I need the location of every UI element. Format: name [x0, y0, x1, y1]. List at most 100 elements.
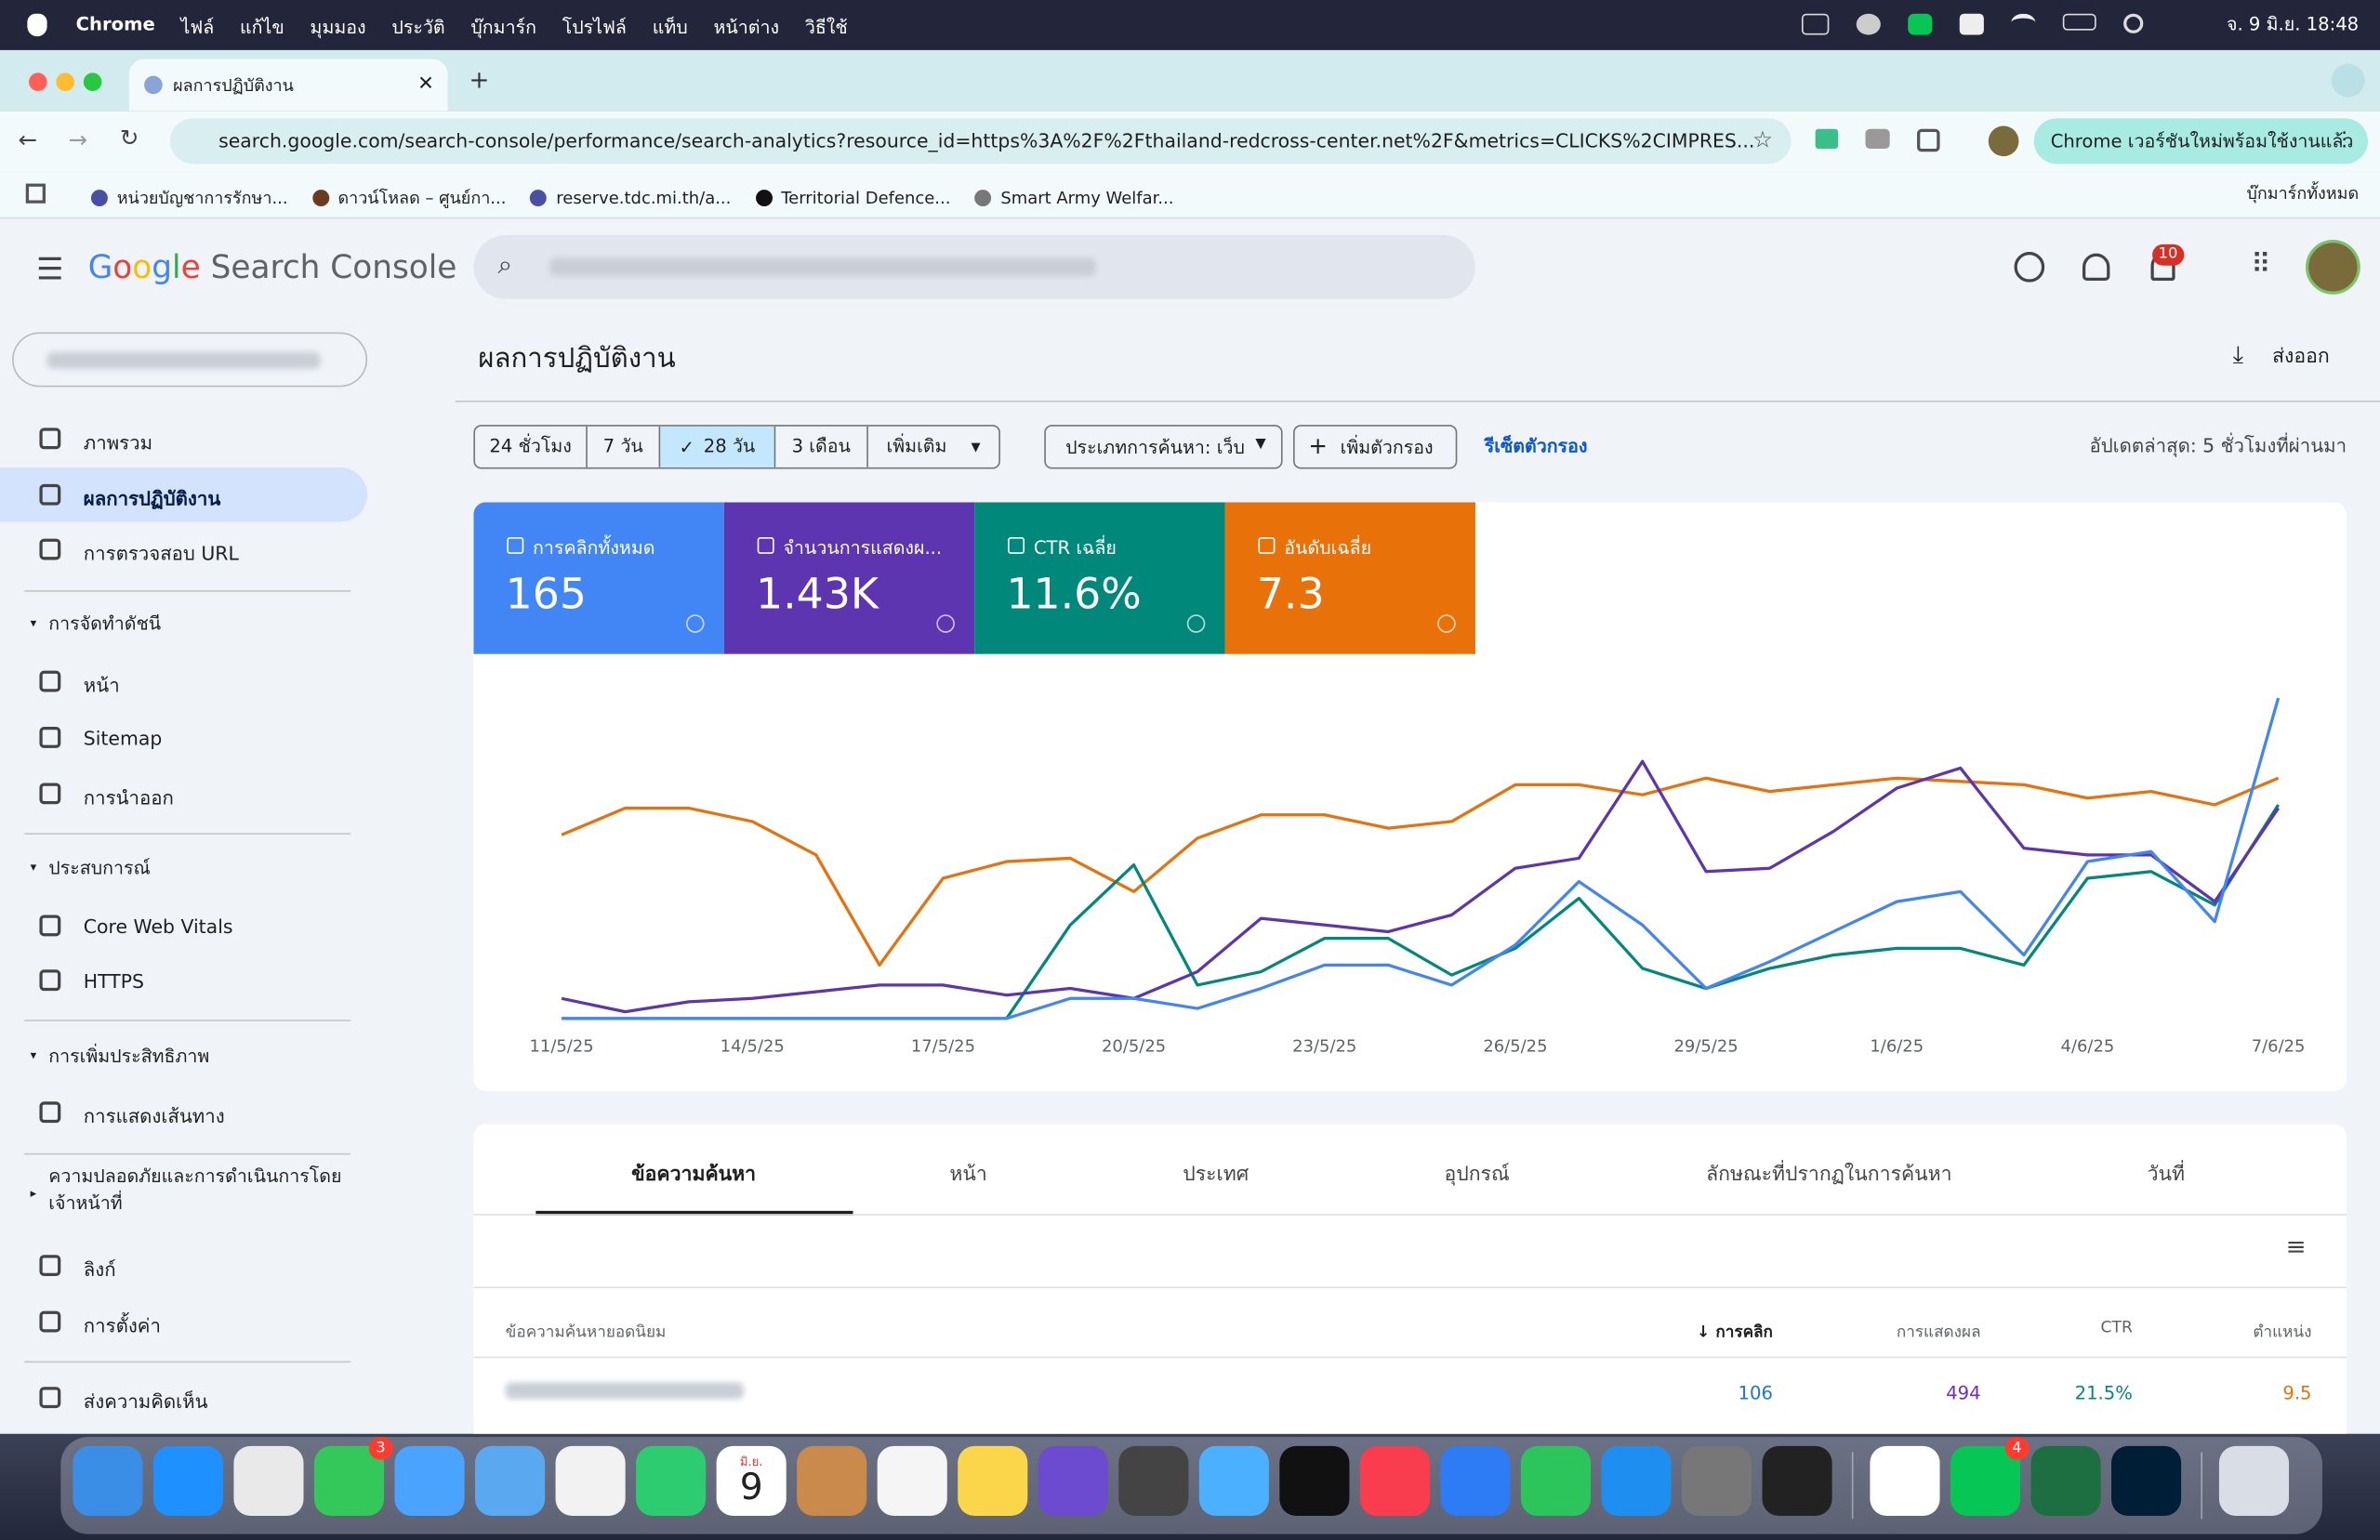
dimension-tab[interactable]: วันที่ — [2147, 1164, 2186, 1187]
dock-icon[interactable] — [1870, 1445, 1940, 1517]
dock-icon[interactable] — [1601, 1445, 1672, 1517]
metric-card[interactable]: อันดับเฉลี่ย 7.3 — [1224, 502, 1475, 654]
dimension-tab[interactable]: ลักษณะที่ปรากฏในการค้นหา — [1706, 1164, 1952, 1187]
search-type-chip[interactable]: ประเภทการค้นหา: เว็บ ▼ — [1044, 425, 1283, 469]
sidebar-item[interactable]: ส่งความคิดเห็น — [0, 1370, 367, 1425]
column-header[interactable]: ↓ การคลิก — [1696, 1323, 1773, 1342]
dock-icon[interactable] — [877, 1445, 947, 1517]
sidebar-item[interactable]: ภาพรวม — [0, 411, 367, 466]
menu-item[interactable]: Chrome — [75, 13, 155, 35]
dock-icon[interactable] — [1359, 1445, 1430, 1517]
column-header[interactable]: การแสดงผล — [1896, 1323, 1981, 1342]
close-window[interactable] — [29, 72, 47, 91]
dock-icon[interactable] — [1762, 1445, 1832, 1517]
export-button[interactable]: ส่งออก — [2272, 346, 2330, 369]
dock-icon[interactable] — [1038, 1445, 1108, 1517]
dock-icon[interactable] — [2030, 1445, 2101, 1517]
menu-dots[interactable]: ⋮ — [2334, 128, 2355, 152]
update-button[interactable]: Chrome เวอร์ชันใหม่พร้อมใช้งานแล้ว ⋮ — [2033, 118, 2368, 165]
sidebar-section[interactable]: ▾ การจัดทำดัชนี — [31, 610, 357, 637]
dock-icon[interactable] — [555, 1445, 626, 1517]
add-filter-chip[interactable]: + เพิ่มตัวกรอง — [1293, 425, 1458, 469]
bookmark[interactable]: ดาวน์โหลด – ศูนย์กา... — [311, 184, 506, 211]
zoom-window[interactable] — [83, 72, 102, 91]
sidebar-section[interactable]: ▾ ประสบการณ์ — [31, 854, 357, 881]
dock-icon[interactable] — [233, 1445, 304, 1517]
dock-icon[interactable] — [2218, 1445, 2290, 1517]
help-icon[interactable] — [2014, 252, 2045, 283]
dock-icon[interactable] — [1279, 1445, 1350, 1517]
sidebar-item[interactable]: การแสดงเส้นทาง — [0, 1085, 367, 1139]
menu-item[interactable]: บุ๊กมาร์ก — [470, 16, 536, 38]
column-header[interactable]: CTR — [2100, 1318, 2133, 1337]
dock-icon[interactable] — [1440, 1445, 1511, 1517]
omnibox[interactable]: search.google.com/search-console/perform… — [169, 118, 1792, 165]
sidebar-section[interactable]: ▾ การเพิ่มประสิทธิภาพ — [31, 1043, 357, 1070]
dock-icon[interactable]: 3 — [313, 1437, 393, 1517]
menu-item[interactable]: ไฟล์ — [180, 16, 215, 38]
range-option[interactable]: ✓ 28 วัน — [658, 426, 774, 467]
sidebar-item[interactable]: ผลการปฏิบัติงาน — [0, 467, 368, 522]
apps-shortcut[interactable] — [25, 183, 46, 204]
dock-icon[interactable] — [636, 1445, 707, 1517]
sidebar-section[interactable]: ▸ ความปลอดภัยและการดำเนินการโดยเจ้าหน้าที… — [31, 1165, 357, 1218]
bookmark[interactable]: reserve.tdc.mi.th/a... — [530, 184, 731, 211]
menu-item[interactable]: แก้ไข — [240, 16, 284, 38]
sidebar-item[interactable]: การตรวจสอบ URL — [0, 522, 367, 577]
dock-icon[interactable]: มิ.ย. 9 — [716, 1445, 787, 1517]
minimize-window[interactable] — [56, 72, 74, 91]
apple-logo[interactable] — [27, 13, 47, 37]
menu-item[interactable]: ประวัติ — [391, 16, 445, 38]
export-icon[interactable]: ⤓ — [2232, 339, 2244, 369]
new-tab[interactable]: + — [469, 65, 490, 95]
table-filter-icon[interactable]: ≡ — [2285, 1231, 2307, 1261]
dimension-tab[interactable]: อุปกรณ์ — [1444, 1164, 1510, 1187]
range-option[interactable]: 7 วัน — [586, 426, 658, 467]
range-option[interactable]: 24 ชั่วโมง — [475, 427, 586, 467]
main-menu[interactable]: ☰ — [36, 250, 64, 287]
dimension-tab[interactable]: ข้อความค้นหา — [631, 1164, 757, 1187]
bookmark[interactable]: Territorial Defence... — [755, 184, 950, 211]
bookmark[interactable]: หน่วยบัญชาการรักษา... — [90, 184, 288, 211]
dock-icon[interactable] — [2111, 1445, 2182, 1517]
dock-icon[interactable] — [1198, 1445, 1269, 1517]
sidebar-item[interactable]: Sitemap — [0, 710, 367, 765]
back-button[interactable]: ← — [18, 125, 38, 153]
sidebar-item[interactable]: HTTPS — [0, 953, 367, 1007]
dock-icon[interactable] — [394, 1445, 465, 1517]
menu-item[interactable]: มุมมอง — [310, 16, 366, 38]
menu-item[interactable]: วิธีใช้ — [804, 16, 848, 38]
range-option[interactable]: 3 เดือน — [774, 426, 867, 467]
sidebar-item[interactable]: ลิงก์ — [0, 1238, 367, 1293]
active-tab[interactable]: ผลการปฏิบัติงาน ✕ — [128, 59, 448, 112]
dock-icon[interactable] — [152, 1445, 223, 1517]
users-icon[interactable] — [2082, 253, 2110, 282]
dock-icon[interactable] — [958, 1445, 1028, 1517]
bookmark[interactable]: Smart Army Welfar... — [974, 184, 1174, 211]
range-option[interactable]: เพิ่มเติม ▼ — [866, 426, 998, 467]
account-avatar[interactable] — [2306, 239, 2360, 295]
dock-icon[interactable] — [73, 1445, 143, 1517]
dock-icon[interactable] — [1118, 1445, 1189, 1517]
dock-icon[interactable]: 4 — [1950, 1437, 2030, 1517]
menu-item[interactable]: แท็บ — [652, 16, 688, 38]
dock-icon[interactable] — [475, 1445, 546, 1517]
sidebar-item[interactable]: การนำออก — [0, 766, 367, 821]
forward-button[interactable]: → — [68, 125, 88, 153]
metric-card[interactable]: จำนวนการแสดงผ... 1.43K — [723, 502, 975, 654]
metric-card[interactable]: การคลิกทั้งหมด 165 — [473, 502, 724, 654]
dock-icon[interactable] — [1681, 1445, 1752, 1517]
apps-icon[interactable]: ⠿ — [2251, 248, 2271, 282]
tab-close[interactable]: ✕ — [417, 72, 434, 96]
dimension-tab[interactable]: หน้า — [949, 1164, 987, 1187]
bookmark-star[interactable]: ☆ — [1752, 125, 1773, 153]
metric-card[interactable]: CTR เฉลี่ย 11.6% — [974, 502, 1225, 654]
reset-filters[interactable]: รีเซ็ตตัวกรอง — [1484, 435, 1588, 457]
dimension-tab[interactable]: ประเทศ — [1183, 1164, 1250, 1187]
sidebar-item[interactable]: หน้า — [0, 654, 367, 709]
dock-icon[interactable] — [797, 1445, 867, 1517]
reload-button[interactable]: ↻ — [119, 124, 139, 152]
menu-item[interactable]: หน้าต่าง — [713, 16, 780, 38]
menu-item[interactable]: โปรไฟล์ — [562, 16, 627, 38]
sidebar-item[interactable]: การตั้งค่า — [0, 1295, 367, 1349]
